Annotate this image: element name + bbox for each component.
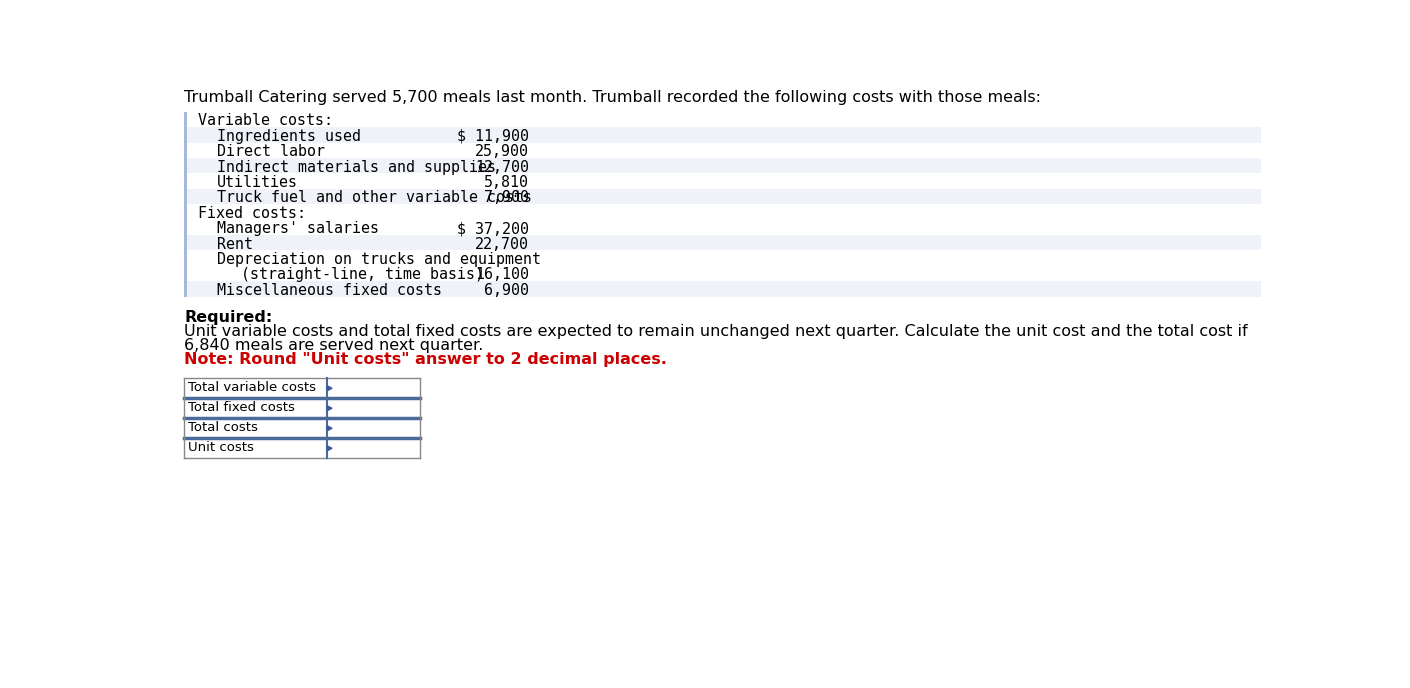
Text: Ingredients used: Ingredients used: [217, 129, 361, 144]
Text: Depreciation on trucks and equipment: Depreciation on trucks and equipment: [217, 252, 540, 267]
Text: $ 37,200: $ 37,200: [457, 221, 529, 236]
Text: 6,900: 6,900: [484, 283, 529, 298]
Text: 7,900: 7,900: [484, 191, 529, 205]
Text: 6,840 meals are served next quarter.: 6,840 meals are served next quarter.: [183, 338, 484, 353]
Text: Miscellaneous fixed costs: Miscellaneous fixed costs: [217, 283, 441, 298]
Text: 12,700: 12,700: [475, 160, 529, 175]
Text: Utilities: Utilities: [217, 175, 298, 190]
Bar: [183, 418, 420, 438]
Text: Note: Round "Unit costs" answer to 2 decimal places.: Note: Round "Unit costs" answer to 2 dec…: [183, 352, 667, 367]
Text: Unit costs: Unit costs: [188, 442, 254, 454]
Text: Total variable costs: Total variable costs: [188, 381, 316, 394]
Polygon shape: [327, 446, 331, 451]
Bar: [183, 438, 420, 458]
Bar: [183, 398, 420, 418]
Text: $ 11,900: $ 11,900: [457, 129, 529, 144]
Bar: [183, 127, 1262, 142]
Polygon shape: [327, 386, 331, 391]
Text: Total fixed costs: Total fixed costs: [188, 401, 295, 414]
Text: Managers' salaries: Managers' salaries: [217, 221, 378, 236]
Bar: [183, 235, 1262, 250]
Text: Total costs: Total costs: [188, 421, 258, 434]
Text: Unit variable costs and total fixed costs are expected to remain unchanged next : Unit variable costs and total fixed cost…: [183, 324, 1248, 339]
Text: 25,900: 25,900: [475, 144, 529, 159]
Text: (straight-line, time basis): (straight-line, time basis): [223, 268, 484, 282]
Text: Indirect materials and supplies: Indirect materials and supplies: [217, 160, 495, 175]
Bar: [183, 281, 1262, 297]
Text: 22,700: 22,700: [475, 237, 529, 252]
Text: Rent: Rent: [217, 237, 252, 252]
Text: Direct labor: Direct labor: [217, 144, 324, 159]
Polygon shape: [327, 406, 331, 411]
Bar: [183, 112, 188, 297]
Bar: [183, 378, 420, 398]
Text: 16,100: 16,100: [475, 268, 529, 282]
Bar: [183, 189, 1262, 204]
Text: Trumball Catering served 5,700 meals last month. Trumball recorded the following: Trumball Catering served 5,700 meals las…: [183, 90, 1041, 105]
Text: Fixed costs:: Fixed costs:: [197, 206, 306, 221]
Polygon shape: [327, 426, 331, 431]
Text: Truck fuel and other variable costs: Truck fuel and other variable costs: [217, 191, 532, 205]
Text: Required:: Required:: [183, 310, 272, 325]
Bar: [183, 158, 1262, 173]
Text: Variable costs:: Variable costs:: [197, 114, 333, 129]
Text: 5,810: 5,810: [484, 175, 529, 190]
